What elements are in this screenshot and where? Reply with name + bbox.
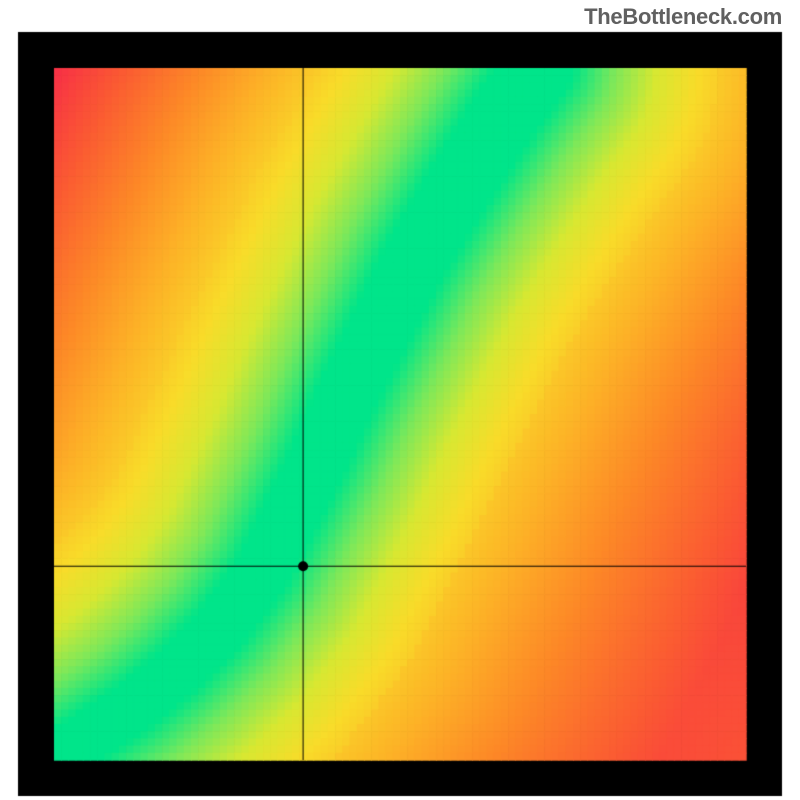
watermark-text: TheBottleneck.com bbox=[584, 4, 782, 30]
heatmap-canvas bbox=[0, 0, 800, 800]
chart-container: TheBottleneck.com bbox=[0, 0, 800, 800]
